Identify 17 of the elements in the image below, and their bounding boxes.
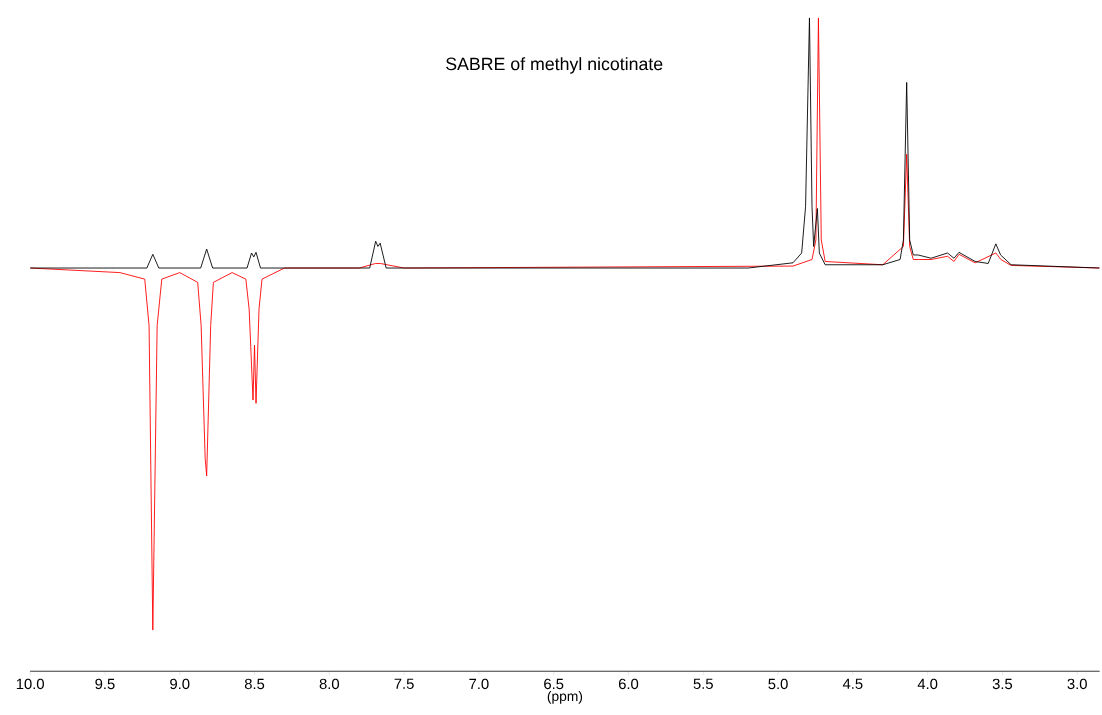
x-tick-label: 10.0 <box>16 678 44 690</box>
x-tick-label: 6.5 <box>544 678 564 690</box>
x-tick-label: 5.5 <box>693 678 713 690</box>
x-tick-label: 3.0 <box>1067 678 1087 690</box>
x-axis-title: (ppm) <box>547 691 583 705</box>
x-tick-label: 4.5 <box>842 678 863 690</box>
x-tick-label: 4.0 <box>917 678 938 690</box>
text: SABRE of methyl nicotinate <box>446 57 663 74</box>
x-tick-label: 8.5 <box>244 678 265 690</box>
x-tick-label: 9.5 <box>95 678 115 690</box>
x-tick-label: 8.0 <box>319 678 340 690</box>
x-tick-label: 7.5 <box>394 678 414 690</box>
x-tick-label: 7.0 <box>469 678 489 690</box>
x-tick-label: 6.0 <box>618 678 639 690</box>
x-tick-label: 5.0 <box>768 678 788 690</box>
x-tick-label: 3.5 <box>992 678 1013 690</box>
x-tick-label: 9.0 <box>170 678 190 690</box>
